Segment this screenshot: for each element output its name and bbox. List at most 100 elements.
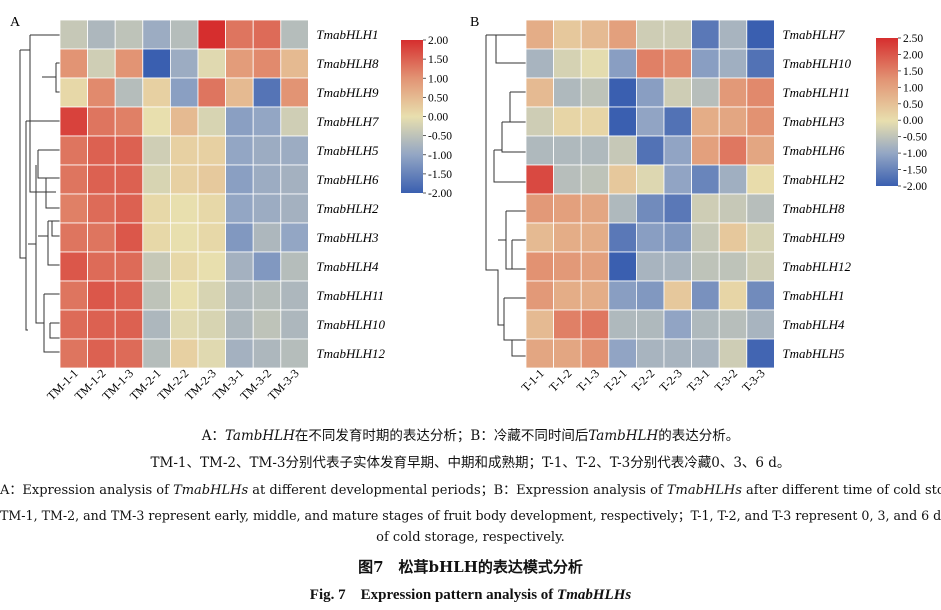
heat-cell-10-3	[114, 280, 144, 311]
heat-cell-12-7	[225, 338, 254, 369]
colorbar-b	[876, 38, 898, 186]
cb-tick-label-1: 2.50	[903, 33, 923, 45]
heat-cell-5-2	[87, 135, 116, 166]
heat-cell-5-7	[691, 135, 720, 166]
heat-cell-8-1	[59, 222, 89, 253]
heat-cell-1-7	[225, 19, 254, 50]
heat-cell-1-6	[663, 19, 693, 50]
heat-cell-8-6	[663, 222, 693, 253]
row-label-2: TmabHLH10	[782, 56, 851, 71]
heat-cell-7-5	[169, 193, 199, 224]
row-label-6: TmabHLH2	[782, 172, 845, 187]
heat-cell-9-8	[718, 251, 748, 282]
dendro-a-l12	[38, 293, 60, 353]
col-label-1: T-1-1	[518, 366, 546, 394]
cb-tick-label-9: -1.50	[903, 165, 927, 177]
heat-cell-8-9	[280, 222, 309, 253]
figure-title-en-gene: TmabHLHs	[557, 587, 632, 603]
heat-cell-7-1	[525, 193, 555, 224]
heat-cell-1-8	[252, 19, 282, 50]
heat-cell-2-3	[580, 48, 610, 79]
heat-cell-5-7	[225, 135, 254, 166]
cb-tick-label-5: 0.50	[903, 99, 923, 111]
heat-cell-3-7	[225, 77, 254, 108]
dendro-a-l8	[35, 165, 38, 324]
row-label-5: TmabHLH5	[316, 143, 379, 158]
heat-cell-10-3	[580, 280, 610, 311]
row-label-11: TmabHLH10	[316, 317, 385, 332]
heat-cell-8-4	[142, 222, 171, 253]
heat-cell-11-5	[636, 309, 665, 340]
heat-cell-5-3	[580, 135, 610, 166]
heat-cell-6-4	[608, 164, 637, 195]
figure-title-en-prefix: Fig. 7 Expression pattern analysis of	[309, 587, 558, 603]
heat-cell-10-7	[691, 280, 720, 311]
heat-cell-4-7	[691, 106, 720, 137]
heat-cell-3-4	[142, 77, 171, 108]
heat-cell-2-1	[59, 48, 89, 79]
cb-tick-label-6: 0.00	[903, 115, 923, 127]
cb-tick-label-2: 1.50	[428, 54, 448, 66]
caption-cn1-suffix: 的表达分析。	[658, 428, 740, 444]
heat-cell-12-5	[636, 338, 665, 369]
heat-cell-7-2	[553, 193, 582, 224]
col-label-8: T-3-2	[712, 366, 740, 394]
heat-cell-1-1	[59, 19, 89, 50]
figure-title-cn: 图7 松茸bHLH的表达模式分析	[358, 558, 583, 576]
heat-cell-12-4	[142, 338, 171, 369]
heat-cell-8-9	[746, 222, 775, 253]
heat-cell-2-4	[142, 48, 171, 79]
heat-cell-9-9	[280, 251, 309, 282]
heat-cell-9-3	[114, 251, 144, 282]
heat-cell-9-6	[197, 251, 227, 282]
cb-tick-label-4: 0.50	[428, 92, 448, 104]
heat-cell-10-1	[525, 280, 555, 311]
heat-cell-4-4	[608, 106, 637, 137]
dendro-a-l1	[29, 35, 56, 193]
heat-cell-1-2	[87, 19, 116, 50]
cb-tick-label-3: 1.50	[903, 66, 923, 78]
heat-cell-3-2	[553, 77, 582, 108]
heat-cell-10-8	[718, 280, 748, 311]
heat-cell-3-8	[252, 77, 282, 108]
heat-cell-7-3	[580, 193, 610, 224]
cb-tick-label-9: -2.00	[428, 188, 452, 200]
heat-cell-8-7	[691, 222, 720, 253]
row-labels-a: TmabHLH1 TmabHLH8 TmabHLH9 TmabHLH7 TmabHLH5…	[316, 27, 385, 361]
heat-cell-12-6	[197, 338, 227, 369]
heat-cell-9-4	[142, 251, 171, 282]
caption-en1-suffix: after different time of cold storage.	[746, 483, 941, 498]
heat-cell-3-7	[691, 77, 720, 108]
caption-en-line3: of cold storage, respectively.	[376, 530, 565, 545]
row-label-7: TmabHLH2	[316, 201, 379, 216]
heat-cell-10-4	[142, 280, 171, 311]
dendro-a-l10	[37, 149, 60, 209]
heat-cell-2-9	[280, 48, 309, 79]
caption-cn1-mid: 在不同发育时期的表达分析；B：冷藏不同时间后	[294, 428, 589, 444]
row-label-5: TmabHLH6	[782, 143, 845, 158]
heat-cell-3-9	[746, 77, 775, 108]
heat-cell-12-8	[252, 338, 282, 369]
cb-tick-label-5: 0.00	[428, 112, 448, 124]
dendro-a-l6	[25, 121, 28, 331]
heat-cell-6-7	[691, 164, 720, 195]
heat-cell-8-5	[169, 222, 199, 253]
heat-cell-6-1	[525, 164, 555, 195]
heat-cell-6-9	[280, 164, 309, 195]
heat-cell-11-1	[59, 309, 89, 340]
caption-en1-gene2: TmabHLHs	[666, 483, 742, 498]
cb-tick-label-7: -0.50	[903, 132, 927, 144]
heat-cell-7-6	[663, 193, 693, 224]
heat-cell-3-1	[525, 77, 555, 108]
heat-cell-1-4	[142, 19, 171, 50]
heat-cell-7-1	[59, 193, 89, 224]
heat-cell-7-6	[197, 193, 227, 224]
heat-cell-8-4	[608, 222, 637, 253]
heat-cell-12-1	[525, 338, 555, 369]
heat-cell-7-7	[225, 193, 254, 224]
heat-cell-10-5	[636, 280, 665, 311]
heat-cell-4-2	[87, 106, 116, 137]
heat-cell-10-6	[197, 280, 227, 311]
heat-cell-9-2	[553, 251, 582, 282]
caption-cn1-gene2: TambHLH	[588, 428, 659, 444]
